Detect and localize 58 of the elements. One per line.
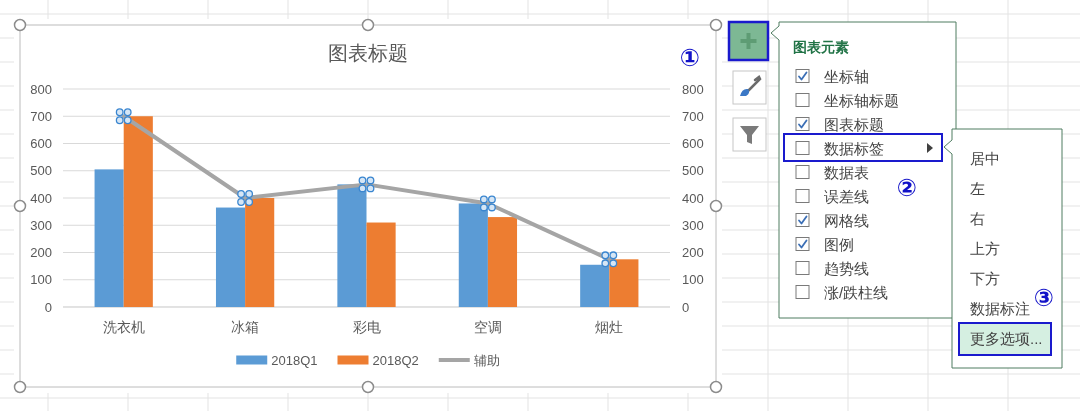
legend-label: 辅助 xyxy=(473,352,500,368)
y-tick-label: 700 xyxy=(30,108,52,124)
text: 图表元素 xyxy=(793,39,849,55)
y2-tick-label: 400 xyxy=(682,190,704,206)
bar xyxy=(245,198,275,307)
category-label: 上方 xyxy=(970,239,1000,257)
y-tick-label: 800 xyxy=(30,81,52,97)
x-tick-label: 冰箱 xyxy=(231,319,260,335)
category-label: 坐标轴 xyxy=(824,67,869,85)
y2-tick-label: 600 xyxy=(682,136,704,151)
y2-tick-label: 0 xyxy=(682,299,690,315)
category-label: 坐标轴标题 xyxy=(824,91,899,109)
text: ③ xyxy=(1033,283,1055,311)
y2-tick-label: 500 xyxy=(682,163,704,179)
bar xyxy=(337,184,367,307)
y-tick-label: 300 xyxy=(30,217,52,233)
category-label: 网格线 xyxy=(824,211,869,229)
x-tick-label: 烟灶 xyxy=(595,319,624,335)
bar xyxy=(458,203,488,307)
category-label: 下方 xyxy=(970,269,1000,287)
y-tick-label: 600 xyxy=(30,136,52,151)
y2-tick-label: 700 xyxy=(682,108,704,124)
bar xyxy=(580,264,610,307)
category-label: 右 xyxy=(970,209,985,227)
category-label: 趋势线 xyxy=(824,259,869,277)
bar xyxy=(366,222,396,307)
y2-tick-label: 100 xyxy=(682,272,704,288)
legend-label: 2018Q2 xyxy=(372,352,419,368)
bar xyxy=(215,207,246,307)
x-tick-label: 洗衣机 xyxy=(102,319,145,335)
y-tick-label: 500 xyxy=(30,163,52,179)
y-tick-label: 200 xyxy=(30,245,52,260)
bar xyxy=(487,217,518,307)
y2-tick-label: 300 xyxy=(682,217,704,233)
category-label: 误差线 xyxy=(824,187,869,205)
bar xyxy=(94,169,124,307)
bar xyxy=(123,116,153,307)
x-tick-label: 彩电 xyxy=(352,319,381,335)
text: ② xyxy=(896,173,918,201)
category-label: 图例 xyxy=(824,235,854,253)
text: ① xyxy=(679,43,701,71)
category-label: 图表标题 xyxy=(824,115,884,133)
y-tick-label: 100 xyxy=(30,272,52,288)
y2-tick-label: 200 xyxy=(682,245,704,260)
category-label: 涨/跌柱线 xyxy=(824,283,889,301)
y2-tick-label: 800 xyxy=(682,81,704,97)
category-label: 数据表 xyxy=(824,163,869,181)
category-label: 数据标注 xyxy=(970,299,1030,317)
chart-title: 图表标题 xyxy=(328,42,408,64)
category-label: 数据标签 xyxy=(824,139,884,157)
y-tick-label: 0 xyxy=(44,299,52,315)
category-label: 左 xyxy=(970,179,985,197)
bar xyxy=(609,259,639,307)
y-tick-label: 400 xyxy=(30,190,52,206)
legend-label: 2018Q1 xyxy=(271,352,318,368)
x-tick-label: 空调 xyxy=(473,319,502,335)
category-label: 更多选项... xyxy=(970,329,1043,347)
category-label: 居中 xyxy=(970,149,1000,167)
